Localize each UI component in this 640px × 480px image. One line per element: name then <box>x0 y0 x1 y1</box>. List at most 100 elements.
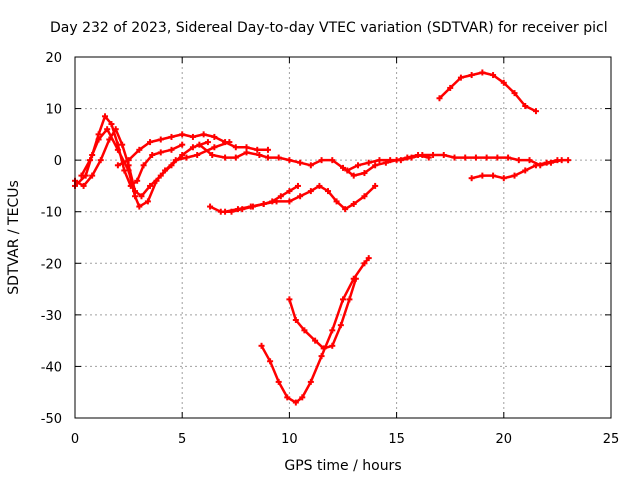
data-point <box>397 157 404 164</box>
data-point <box>361 193 368 200</box>
data-point <box>183 154 190 161</box>
data-point <box>234 206 241 213</box>
data-point <box>350 200 357 207</box>
chart-title: Day 232 of 2023, Sidereal Day-to-day VTE… <box>50 20 608 36</box>
data-point <box>372 162 379 169</box>
x-tick-label: 5 <box>178 432 186 447</box>
data-point <box>316 182 323 189</box>
data-point <box>275 154 282 161</box>
data-point <box>112 126 119 133</box>
y-tick-label: -50 <box>41 412 62 427</box>
data-point <box>222 154 229 161</box>
data-point <box>365 159 372 166</box>
data-point <box>200 131 207 138</box>
data-point <box>264 154 271 161</box>
data-point <box>408 154 415 161</box>
data-point <box>318 157 325 164</box>
data-point <box>286 198 293 205</box>
data-point <box>102 113 109 120</box>
data-point <box>318 353 325 360</box>
data-point <box>232 144 239 151</box>
data-point <box>108 121 115 128</box>
data-point <box>483 154 490 161</box>
grid <box>75 57 611 418</box>
data-point <box>361 260 368 267</box>
data-point <box>222 139 229 146</box>
data-point <box>97 157 104 164</box>
data-point <box>277 193 284 200</box>
data-point <box>149 151 156 158</box>
data-point <box>457 74 464 81</box>
data-point <box>329 327 336 334</box>
data-point <box>522 167 529 174</box>
data-point <box>168 146 175 153</box>
data-point <box>554 157 561 164</box>
data-point <box>179 151 186 158</box>
y-axis-label: SDTVAR / TECUs <box>6 180 22 295</box>
data-point <box>324 188 331 195</box>
data-point <box>329 342 336 349</box>
data-point <box>196 141 203 148</box>
data-point <box>430 151 437 158</box>
series-line-arc-12 <box>438 71 538 113</box>
data-point <box>157 149 164 156</box>
data-point <box>243 144 250 151</box>
data-point <box>436 95 443 102</box>
data-point <box>144 198 151 205</box>
data-point <box>440 151 447 158</box>
data-point <box>264 146 271 153</box>
data-point <box>247 203 254 210</box>
data-point <box>172 157 179 164</box>
data-point <box>355 162 362 169</box>
series-line-arc-9 <box>288 277 358 350</box>
data-point <box>297 159 304 166</box>
data-point <box>490 172 497 179</box>
data-point <box>511 172 518 179</box>
data-point <box>147 182 154 189</box>
data-point <box>258 342 265 349</box>
data-point <box>95 136 102 143</box>
data-point <box>80 182 87 189</box>
x-tick-label: 15 <box>388 432 405 447</box>
data-point <box>526 157 533 164</box>
x-tick-label: 25 <box>603 432 620 447</box>
data-point <box>329 157 336 164</box>
data-point <box>387 157 394 164</box>
data-point <box>462 154 469 161</box>
data-point <box>299 394 306 401</box>
data-point <box>162 167 169 174</box>
data-point <box>204 139 211 146</box>
y-tick-label: -20 <box>41 257 62 272</box>
data-point <box>211 144 218 151</box>
data-point <box>292 399 299 406</box>
data-point <box>125 167 132 174</box>
data-point <box>284 394 291 401</box>
data-point <box>104 126 111 133</box>
data-point <box>297 193 304 200</box>
data-point <box>361 170 368 177</box>
data-point <box>157 136 164 143</box>
series-line-arc-6 <box>208 184 300 213</box>
data-point <box>209 151 216 158</box>
data-point <box>134 177 141 184</box>
data-point <box>307 378 314 385</box>
data-point <box>419 151 426 158</box>
data-point <box>342 206 349 213</box>
data-point <box>256 151 263 158</box>
data-point <box>136 203 143 210</box>
data-point <box>376 157 383 164</box>
data-point <box>350 172 357 179</box>
data-point <box>292 317 299 324</box>
y-tick-label: 10 <box>45 103 62 118</box>
series-line-arc-8 <box>260 256 370 404</box>
data-point <box>301 327 308 334</box>
ticks: 0 5 10 15 20 25 20 10 0 -10 -20 -30 -40 -50 <box>41 51 620 447</box>
data-point <box>179 131 186 138</box>
data-point <box>479 69 486 76</box>
data-point <box>468 175 475 182</box>
data-point <box>179 141 186 148</box>
data-point <box>500 175 507 182</box>
data-point <box>222 208 229 215</box>
data-point <box>468 72 475 79</box>
data-point <box>522 102 529 109</box>
